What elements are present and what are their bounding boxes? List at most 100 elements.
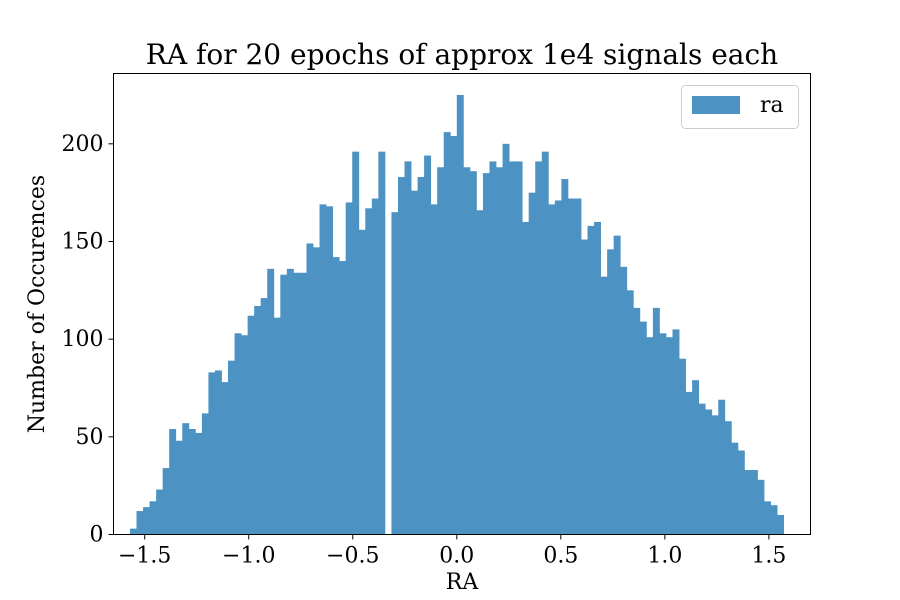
histogram-bar bbox=[371, 198, 379, 535]
histogram-bar bbox=[574, 198, 582, 535]
histogram-bar bbox=[665, 337, 673, 535]
histogram-bar bbox=[620, 266, 628, 535]
histogram-bar bbox=[221, 382, 229, 535]
histogram-bar bbox=[306, 243, 314, 535]
histogram-bar bbox=[561, 178, 569, 535]
histogram-bar bbox=[254, 305, 262, 535]
histogram-bar bbox=[188, 429, 196, 535]
histogram-bar bbox=[744, 470, 752, 535]
histogram-bar bbox=[208, 372, 216, 535]
histogram-bar bbox=[299, 272, 307, 535]
histogram-bar bbox=[378, 151, 386, 535]
histogram-bar bbox=[777, 514, 785, 535]
histogram-bar bbox=[195, 432, 203, 535]
histogram-bar bbox=[175, 440, 183, 535]
histogram-bar bbox=[136, 511, 144, 535]
plot-frame bbox=[113, 73, 811, 535]
histogram-bar bbox=[659, 333, 667, 535]
histogram-bar bbox=[201, 413, 209, 535]
histogram-bar bbox=[267, 268, 275, 535]
histogram-bar bbox=[711, 415, 719, 535]
histogram-bar bbox=[228, 360, 235, 535]
histogram-bar bbox=[672, 329, 680, 535]
histogram-bar bbox=[646, 337, 654, 535]
histogram-bar bbox=[129, 528, 137, 535]
histogram-bar bbox=[234, 333, 242, 535]
histogram-bar bbox=[750, 470, 758, 535]
histogram-bar bbox=[169, 429, 177, 535]
y-tick-label: 150 bbox=[62, 229, 104, 254]
histogram-bar bbox=[391, 212, 399, 535]
histogram-bar bbox=[319, 204, 327, 535]
histogram-bar bbox=[469, 171, 477, 535]
histogram-bar bbox=[339, 261, 347, 535]
y-tick-label: 200 bbox=[62, 132, 104, 157]
histogram-bar bbox=[652, 307, 660, 535]
histogram-bar bbox=[247, 315, 255, 535]
histogram-bar bbox=[737, 450, 745, 535]
histogram-bar bbox=[522, 221, 530, 535]
y-axis-label: Number of Occurences bbox=[25, 175, 50, 433]
histogram-bar bbox=[567, 198, 575, 535]
y-axis-ticks: 0 50 100 150 200 bbox=[62, 132, 114, 548]
histogram-bar bbox=[633, 307, 641, 535]
histogram-bar bbox=[692, 380, 700, 535]
histogram-bar bbox=[397, 177, 405, 535]
histogram-bar bbox=[358, 229, 366, 535]
legend: ra bbox=[681, 85, 799, 129]
x-tick-label: 1.5 bbox=[751, 544, 786, 569]
histogram-bar bbox=[548, 204, 556, 535]
histogram-bar bbox=[365, 208, 373, 535]
histogram-bar bbox=[764, 501, 771, 535]
histogram-bar bbox=[463, 167, 471, 535]
histogram-bar bbox=[639, 321, 647, 535]
histogram-bar bbox=[313, 247, 320, 535]
legend-label-ra: ra bbox=[760, 93, 784, 118]
histogram-bar bbox=[705, 409, 713, 535]
histogram-bar bbox=[607, 249, 615, 535]
histogram-bar bbox=[417, 177, 425, 535]
y-tick-label: 50 bbox=[76, 425, 104, 450]
histogram-bar bbox=[156, 489, 164, 535]
histogram-bar bbox=[149, 501, 157, 535]
histogram-bar bbox=[515, 161, 523, 535]
x-tick-label: 1.0 bbox=[647, 544, 682, 569]
histogram-bar bbox=[535, 161, 543, 535]
x-axis-label: RA bbox=[446, 570, 480, 595]
histogram-bar bbox=[489, 161, 497, 535]
histogram-bar bbox=[424, 155, 432, 535]
histogram-bar bbox=[718, 399, 726, 535]
histogram-bar bbox=[496, 167, 503, 535]
histogram-bar bbox=[528, 192, 536, 535]
histogram-bar bbox=[685, 391, 693, 535]
histogram-bar bbox=[580, 239, 588, 535]
histogram-bar bbox=[450, 136, 458, 535]
x-tick-label: −1.5 bbox=[118, 544, 171, 569]
histogram-bar bbox=[613, 235, 621, 535]
histogram-bar bbox=[411, 190, 418, 535]
histogram-bar bbox=[332, 257, 340, 535]
histogram-bar bbox=[404, 161, 412, 535]
histogram-bar bbox=[214, 370, 222, 535]
histogram-bar bbox=[600, 276, 608, 535]
histogram-bar bbox=[731, 442, 739, 535]
histogram-bar bbox=[162, 468, 170, 535]
histogram-bar bbox=[541, 151, 549, 535]
histogram-bar bbox=[443, 132, 451, 535]
histogram-bar bbox=[770, 505, 778, 535]
histogram-bar bbox=[182, 423, 190, 535]
histogram-bar bbox=[260, 298, 268, 535]
x-tick-label: −0.5 bbox=[326, 544, 379, 569]
y-tick-label: 0 bbox=[90, 523, 104, 548]
histogram-bar bbox=[594, 221, 601, 535]
histogram-bar bbox=[757, 479, 765, 535]
histogram-bar bbox=[430, 204, 438, 535]
histogram-bar bbox=[273, 317, 281, 535]
histogram-bar bbox=[482, 173, 490, 535]
x-tick-label: 0.0 bbox=[439, 544, 474, 569]
histogram-bar bbox=[587, 225, 595, 535]
histogram-bar bbox=[345, 202, 353, 535]
y-tick-label: 100 bbox=[62, 327, 104, 352]
x-tick-label: 0.5 bbox=[543, 544, 578, 569]
